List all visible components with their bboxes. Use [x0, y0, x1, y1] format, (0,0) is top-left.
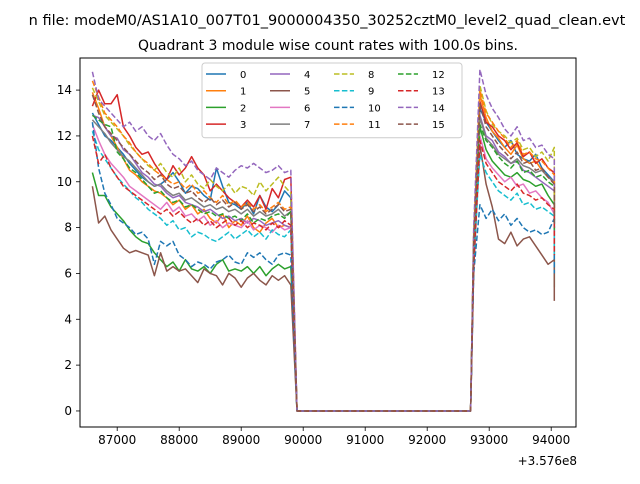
- legend-label-9: 9: [368, 87, 374, 98]
- legend-label-14: 14: [432, 103, 445, 114]
- legend-label-6: 6: [304, 103, 310, 114]
- x-tick-label: 90000: [284, 433, 322, 447]
- y-tick-label: 6: [64, 266, 72, 280]
- x-tick-label: 89000: [222, 433, 260, 447]
- series-line-6: [91, 124, 556, 412]
- x-tick-label: 92000: [408, 433, 446, 447]
- legend-label-3: 3: [240, 120, 246, 131]
- x-tick-label: 87000: [98, 433, 136, 447]
- y-tick-label: 0: [64, 404, 72, 418]
- legend-label-1: 1: [240, 87, 246, 98]
- x-tick-label: 88000: [160, 433, 198, 447]
- series-line-11: [91, 80, 556, 412]
- y-tick-label: 2: [64, 358, 72, 372]
- y-tick-label: 14: [57, 83, 72, 97]
- y-tick-label: 10: [57, 175, 72, 189]
- legend-label-15: 15: [432, 120, 445, 131]
- series-line-7: [91, 116, 556, 412]
- x-tick-label: 91000: [346, 433, 384, 447]
- series-line-10: [91, 122, 556, 412]
- legend-label-0: 0: [240, 70, 246, 81]
- x-axis: 87000 88000 89000 90000 91000 92000 93000 94000: [98, 427, 570, 447]
- legend-label-7: 7: [304, 120, 310, 131]
- x-offset-label: +3.576e8: [518, 454, 577, 468]
- y-tick-label: 8: [64, 221, 72, 235]
- series-line-2: [91, 126, 556, 412]
- x-tick-label: 94000: [532, 433, 570, 447]
- legend-label-2: 2: [240, 103, 246, 114]
- series-lines: [91, 68, 556, 412]
- legend-label-12: 12: [432, 70, 445, 81]
- legend-label-11: 11: [368, 120, 381, 131]
- legend-box: [201, 62, 463, 139]
- series-line-5: [91, 144, 556, 412]
- y-tick-label: 4: [64, 312, 72, 326]
- legend-label-13: 13: [432, 87, 445, 98]
- chart-title: Quadrant 3 module wise count rates with …: [138, 38, 518, 54]
- legend-label-8: 8: [368, 70, 374, 81]
- figure-supertitle: n file: modeM0/AS1A10_007T01_9000004350_…: [29, 13, 626, 29]
- series-line-15: [91, 94, 556, 412]
- series-line-9: [91, 131, 556, 412]
- x-tick-label: 93000: [470, 433, 508, 447]
- y-tick-label: 12: [57, 129, 72, 143]
- legend-label-10: 10: [368, 103, 381, 114]
- legend-label-5: 5: [304, 87, 310, 98]
- plot-frame: [79, 57, 577, 428]
- legend-label-4: 4: [304, 70, 310, 81]
- y-axis: 0 2 4 6 8 10 12 14: [57, 83, 80, 418]
- series-line-3: [91, 89, 556, 412]
